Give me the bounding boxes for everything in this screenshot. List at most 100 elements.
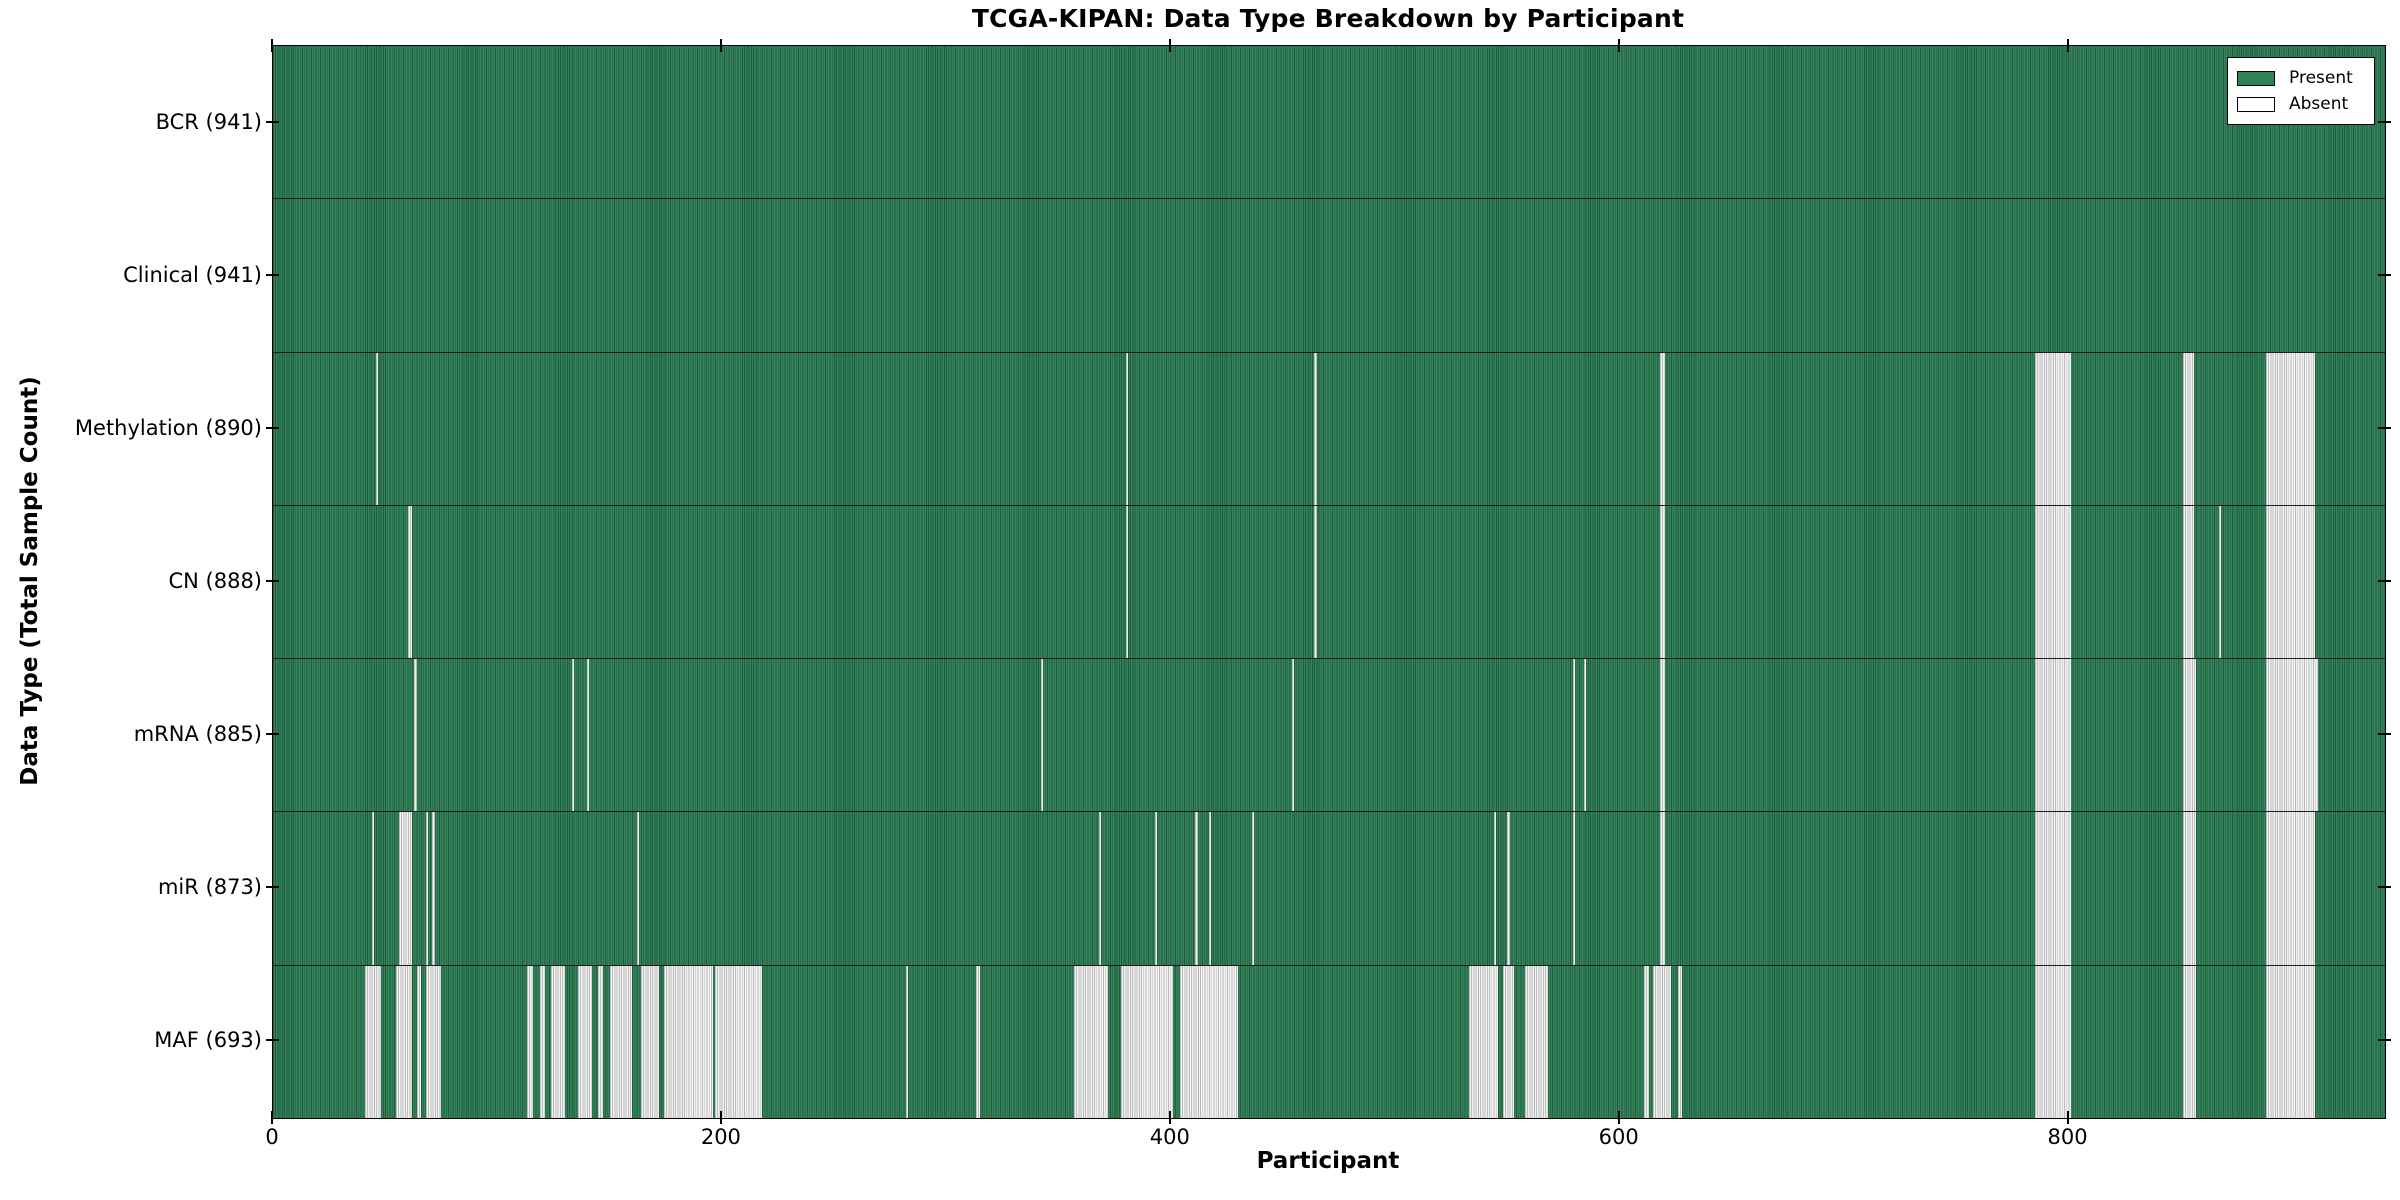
x-tick-mark <box>2066 39 2069 52</box>
x-tick-mark <box>1617 39 1620 52</box>
absent-band <box>2266 505 2316 659</box>
absent-band <box>2034 352 2071 505</box>
absent-band <box>1572 812 1575 965</box>
absent-band <box>416 965 422 1118</box>
absent-band <box>1208 812 1212 965</box>
heatmap-row-maf <box>273 965 2385 1118</box>
absent-band <box>1179 965 1239 1118</box>
plot-area <box>272 45 2386 1119</box>
y-tick-mark <box>266 580 279 582</box>
absent-band <box>598 965 603 1118</box>
absent-band <box>2266 352 2316 505</box>
x-tick-label: 0 <box>265 1125 279 1149</box>
absent-band <box>571 659 574 812</box>
y-tick-mark <box>266 733 279 736</box>
absent-band <box>1121 965 1173 1118</box>
absent-band <box>551 965 565 1118</box>
absent-band <box>2183 659 2197 812</box>
absent-band <box>2183 352 2195 505</box>
absent-band <box>2218 505 2222 659</box>
absent-band <box>1291 659 1295 812</box>
absent-band <box>371 812 374 965</box>
heatmap-rows <box>273 46 2385 1118</box>
y-tick-mark <box>266 273 279 276</box>
absent-band <box>1155 812 1158 965</box>
absent-band <box>1583 659 1586 812</box>
absent-band <box>1469 965 1499 1118</box>
y-tick-mark <box>266 426 279 429</box>
y-tick-mark <box>266 120 279 123</box>
absent-band <box>1251 812 1254 965</box>
x-tick-label: 400 <box>1149 1125 1190 1149</box>
absent-band <box>609 965 633 1118</box>
absent-band <box>1493 812 1497 965</box>
absent-band <box>396 965 413 1118</box>
absent-band <box>1507 812 1510 965</box>
heatmap-row-clinical <box>273 199 2385 353</box>
heatmap-row-cn <box>273 505 2385 660</box>
absent-band <box>975 965 980 1118</box>
y-tick-mark <box>2378 426 2391 429</box>
x-tick-label: 200 <box>700 1125 741 1149</box>
absent-band <box>1572 659 1575 812</box>
absent-band <box>1074 965 1108 1118</box>
absent-band <box>905 965 909 1118</box>
absent-band <box>526 965 534 1118</box>
absent-band <box>1125 352 1129 505</box>
absent-band <box>365 965 381 1118</box>
absent-band <box>2183 965 2197 1118</box>
absent-band <box>663 965 713 1118</box>
heatmap-row-bcr <box>273 46 2385 200</box>
absent-band <box>407 505 413 659</box>
x-tick-label: 800 <box>2047 1125 2088 1149</box>
present-swatch <box>2237 70 2275 86</box>
absent-band <box>2183 505 2195 659</box>
x-tick-mark <box>271 1111 273 1124</box>
absent-band <box>715 965 763 1118</box>
absent-band <box>1644 965 1649 1118</box>
absent-band <box>376 352 379 505</box>
absent-band <box>2266 659 2318 812</box>
absent-band <box>425 965 442 1118</box>
absent-band <box>1660 505 1665 659</box>
y-tick-mark <box>266 1039 279 1042</box>
absent-band <box>2183 812 2197 965</box>
y-tick-mark <box>2378 120 2391 123</box>
absent-swatch <box>2237 96 2275 112</box>
absent-band <box>398 812 413 965</box>
y-axis-label: Data Type (Total Sample Count) <box>17 376 43 786</box>
x-tick-mark <box>271 39 273 52</box>
absent-band <box>2266 965 2316 1118</box>
chart-title: TCGA-KIPAN: Data Type Breakdown by Parti… <box>971 4 1685 33</box>
absent-band <box>2034 812 2071 965</box>
absent-band <box>1314 505 1317 659</box>
absent-band <box>1040 659 1043 812</box>
y-tick-mark <box>2378 733 2391 736</box>
absent-band <box>2034 505 2071 659</box>
y-tick-label: MAF (693) <box>154 1028 262 1053</box>
y-tick-mark <box>2378 886 2391 889</box>
absent-band <box>414 659 417 812</box>
heatmap-row-mir <box>273 812 2385 966</box>
absent-band <box>2266 812 2316 965</box>
legend: Present Absent <box>2227 57 2375 125</box>
legend-label-absent: Absent <box>2289 94 2349 114</box>
legend-item-absent: Absent <box>2237 91 2364 117</box>
absent-band <box>432 812 435 965</box>
y-tick-mark <box>2378 273 2391 276</box>
y-tick-label: mRNA (885) <box>133 722 262 747</box>
absent-band <box>1525 965 1548 1118</box>
legend-label-present: Present <box>2289 68 2353 88</box>
absent-band <box>2034 659 2071 812</box>
x-axis-label: Participant <box>1256 1148 1400 1174</box>
y-tick-label: Methylation (890) <box>74 415 262 440</box>
absent-band <box>641 965 660 1118</box>
y-tick-mark <box>266 886 279 889</box>
absent-band <box>1678 965 1683 1118</box>
absent-band <box>578 965 592 1118</box>
absent-band <box>1660 659 1665 812</box>
absent-band <box>1660 352 1665 505</box>
absent-band <box>2034 965 2071 1118</box>
y-tick-label: miR (873) <box>157 875 262 900</box>
